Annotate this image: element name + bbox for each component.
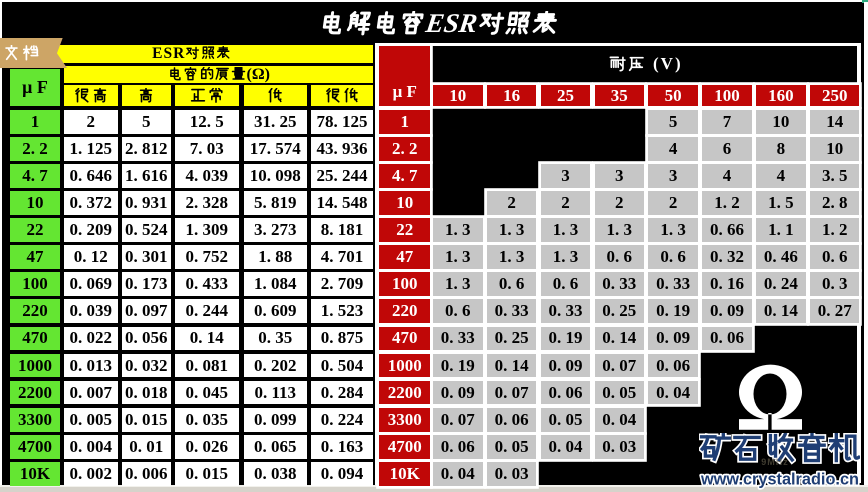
svg-text:www.crystalradio.cn: www.crystalradio.cn xyxy=(700,469,859,488)
